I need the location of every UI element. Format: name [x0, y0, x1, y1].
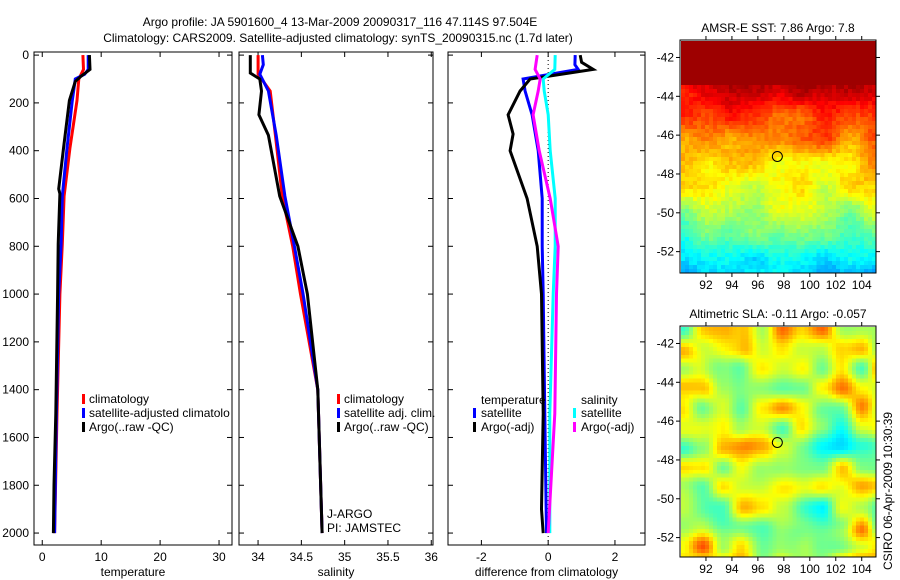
sst-map-title: AMSR-E SST: 7.86 Argo: 7.8	[701, 21, 855, 35]
sla-map-title: Altimetric SLA: -0.11 Argo: -0.057	[689, 307, 867, 321]
legend-label: Argo(-adj)	[481, 420, 534, 434]
y-tick-label: 1800	[2, 478, 29, 492]
y-tick-label: 600	[9, 191, 29, 205]
x-tick-label: 0	[39, 550, 46, 564]
x-tick-label: 10	[94, 550, 108, 564]
x-tick-label: 92	[699, 562, 713, 576]
argo-location-marker	[771, 151, 783, 162]
legend-swatch	[82, 394, 85, 404]
float-pi: PI: JAMSTEC	[327, 521, 401, 535]
x-tick-label: 98	[777, 278, 791, 292]
legend-label: satellite	[581, 406, 622, 420]
y-tick-label: 800	[9, 239, 29, 253]
legend-swatch	[337, 408, 340, 418]
y-tick-label: -50	[657, 492, 675, 506]
series-line-temperature-argo-adj-	[506, 54, 598, 534]
x-tick-label: 0	[545, 550, 552, 564]
y-tick-label: 1400	[2, 383, 29, 397]
legend-label: satellite	[481, 406, 522, 420]
figure-title-line2: Climatology: CARS2009. Satellite-adjuste…	[103, 31, 573, 45]
x-tick-label: 96	[751, 278, 765, 292]
legend-swatch	[473, 422, 476, 432]
legend-label: Argo(..raw -QC)	[344, 420, 429, 434]
x-tick-label: 100	[800, 562, 820, 576]
x-tick-label: 98	[777, 562, 791, 576]
sst-map-axes-box	[679, 39, 877, 274]
series-line-salinity-argo-adj-	[531, 54, 560, 534]
y-tick-label: -50	[657, 206, 675, 220]
y-tick-label: -42	[657, 336, 675, 350]
series-line-argo-raw-qc-	[51, 55, 92, 534]
x-tick-label: 102	[826, 562, 846, 576]
x-tick-label: 104	[852, 562, 872, 576]
x-axis-label: salinity	[318, 565, 355, 579]
x-tick-label: 104	[852, 278, 872, 292]
legend-swatch	[573, 422, 576, 432]
legend-swatch	[573, 408, 576, 418]
series-line-salinity-satellite	[541, 55, 557, 534]
legend-label: climatology	[89, 392, 149, 406]
series-line-satellite-adj-clim-	[258, 54, 324, 534]
legend-swatch	[82, 422, 85, 432]
series-line-argo-raw-qc-	[248, 55, 324, 534]
y-tick-label: 1200	[2, 335, 29, 349]
x-tick-label: 34.5	[290, 550, 314, 564]
legend-swatch	[337, 422, 340, 432]
y-tick-label: 0	[22, 48, 29, 62]
x-tick-label: 34	[251, 550, 265, 564]
temperature-profile-axes-box	[33, 51, 233, 546]
sla-map-axes-box	[679, 325, 877, 558]
legend-swatch	[337, 394, 340, 404]
x-tick-label: 35.5	[376, 550, 400, 564]
x-tick-label: 36	[425, 550, 439, 564]
legend-label: Argo(..raw -QC)	[89, 420, 174, 434]
y-tick-label: 200	[9, 96, 29, 110]
legend-label: Argo(-adj)	[581, 420, 634, 434]
argo-location-marker	[771, 436, 783, 448]
x-tick-label: 94	[725, 278, 739, 292]
x-axis-label: temperature	[101, 565, 166, 579]
y-tick-label: -52	[657, 245, 675, 259]
legend-swatch	[82, 408, 85, 418]
x-tick-label: 30	[212, 550, 226, 564]
y-tick-label: -44	[657, 89, 675, 103]
y-tick-label: -52	[657, 531, 675, 545]
x-tick-label: 96	[751, 562, 765, 576]
legend-group-title: salinity	[581, 393, 618, 407]
x-tick-label: 102	[826, 278, 846, 292]
legend-label: climatology	[344, 392, 404, 406]
y-tick-label: -44	[657, 375, 675, 389]
x-tick-label: 2	[612, 550, 619, 564]
y-tick-label: -46	[657, 128, 675, 142]
legend-swatch	[473, 408, 476, 418]
y-tick-label: 1000	[2, 287, 29, 301]
y-tick-label: 1600	[2, 430, 29, 444]
y-tick-label: 400	[9, 144, 29, 158]
legend-label: satellite adj. clim.	[344, 406, 435, 420]
sla-map-image	[681, 327, 876, 557]
x-tick-label: 100	[800, 278, 820, 292]
salinity-profile-axes-box	[238, 51, 434, 546]
x-tick-label: 92	[699, 278, 713, 292]
y-tick-label: -42	[657, 50, 675, 64]
y-tick-label: -46	[657, 414, 675, 428]
footer-stamp: CSIRO 06-Apr-2009 10:30:39	[881, 412, 895, 570]
x-tick-label: 94	[725, 562, 739, 576]
y-tick-label: 2000	[2, 526, 29, 540]
x-tick-label: 35	[338, 550, 352, 564]
x-tick-label: 20	[153, 550, 167, 564]
legend-label: satellite-adjusted climatolo	[89, 406, 230, 420]
y-tick-label: -48	[657, 453, 675, 467]
legend-group-title: temperature	[481, 393, 546, 407]
figure-title-line1: Argo profile: JA 5901600_4 13-Mar-2009 2…	[143, 15, 538, 29]
x-tick-label: -2	[476, 550, 487, 564]
sst-map-image	[681, 41, 876, 273]
y-tick-label: -48	[657, 167, 675, 181]
float-program: J-ARGO	[327, 507, 372, 521]
x-axis-label: difference from climatology	[475, 565, 618, 579]
